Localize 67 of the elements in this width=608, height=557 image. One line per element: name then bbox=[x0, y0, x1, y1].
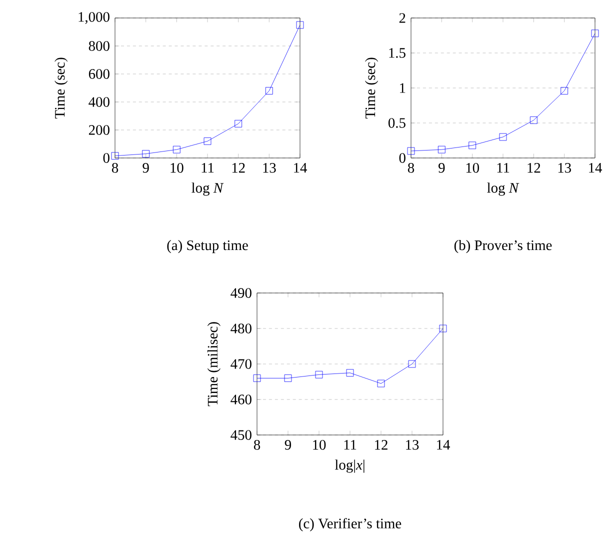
x-tick-label: 12 bbox=[528, 163, 540, 173]
y-tick-label: 490 bbox=[230, 288, 252, 298]
point bbox=[407, 147, 415, 155]
x-tick-label: 13 bbox=[558, 163, 571, 173]
point bbox=[284, 374, 292, 382]
x-tick-label: 10 bbox=[313, 440, 326, 450]
x-tick-label: 10 bbox=[466, 162, 480, 173]
text: (c) Verifier’s time bbox=[299, 518, 402, 532]
point bbox=[204, 138, 212, 145]
x-tick-label: 10 bbox=[170, 162, 184, 173]
point bbox=[142, 150, 150, 158]
point bbox=[560, 87, 568, 94]
x-axis-title: log|x| bbox=[334, 460, 364, 473]
x-tick-label: 8 bbox=[408, 162, 414, 173]
y-tick-label: 400 bbox=[88, 97, 110, 107]
text: (b) Prover’s time bbox=[454, 240, 552, 254]
x-tick-label: 11 bbox=[497, 162, 510, 173]
y-tick-label: 1.5 bbox=[389, 48, 406, 58]
x-tick-label: 9 bbox=[142, 163, 149, 173]
x-axis-title: log N bbox=[487, 182, 520, 196]
point bbox=[438, 146, 446, 154]
y-tick-label: 0 bbox=[399, 153, 406, 163]
y-tick-label: 2 bbox=[399, 13, 406, 23]
y-tick-label: 1 bbox=[400, 83, 406, 93]
point bbox=[499, 133, 507, 141]
x-tick-label: 14 bbox=[589, 162, 602, 173]
y-tick-label: 600 bbox=[88, 69, 110, 79]
y-tick-label: 470 bbox=[230, 359, 252, 369]
point bbox=[296, 21, 304, 29]
point bbox=[377, 380, 385, 388]
point bbox=[315, 370, 323, 378]
point bbox=[111, 152, 119, 160]
y-tick-label: 0 bbox=[103, 153, 110, 163]
x-tick-label: 9 bbox=[284, 440, 292, 450]
y-tick-label: 450 bbox=[230, 430, 252, 440]
y-tick-label: 0.5 bbox=[388, 118, 406, 128]
point bbox=[253, 374, 261, 382]
x-tick-label: 12 bbox=[375, 440, 388, 450]
x-tick-label: 13 bbox=[406, 440, 419, 450]
point bbox=[439, 324, 447, 332]
point bbox=[468, 142, 476, 150]
x-tick-label: 13 bbox=[263, 163, 276, 173]
y-tick-label: 480 bbox=[230, 324, 252, 334]
x-tick-label: 11 bbox=[202, 162, 214, 173]
y-axis-title: Time (sec) bbox=[54, 58, 68, 119]
x-tick-label: 14 bbox=[294, 162, 307, 173]
x-axis-title: log N bbox=[192, 182, 224, 196]
point bbox=[346, 369, 354, 377]
x-tick-label: 8 bbox=[112, 162, 118, 173]
y-tick-label: 460 bbox=[230, 394, 252, 404]
x-tick-label: 8 bbox=[254, 440, 260, 450]
point bbox=[234, 120, 242, 128]
y-tick-label: 800 bbox=[88, 41, 110, 51]
point bbox=[591, 30, 599, 38]
point bbox=[408, 360, 416, 368]
x-tick-label: 11 bbox=[344, 440, 356, 450]
point bbox=[265, 87, 273, 94]
y-tick-label: 1,000 bbox=[78, 12, 110, 24]
text: (a) Setup time bbox=[167, 240, 248, 254]
y-axis-title: Time (milisec) bbox=[207, 322, 220, 406]
y-tick-label: 200 bbox=[88, 125, 110, 135]
point bbox=[172, 146, 180, 154]
x-tick-label: 14 bbox=[437, 440, 450, 450]
x-tick-label: 12 bbox=[232, 163, 245, 173]
x-tick-label: 9 bbox=[438, 163, 445, 173]
y-axis-title: Time (sec) bbox=[365, 58, 378, 119]
point bbox=[530, 116, 538, 124]
